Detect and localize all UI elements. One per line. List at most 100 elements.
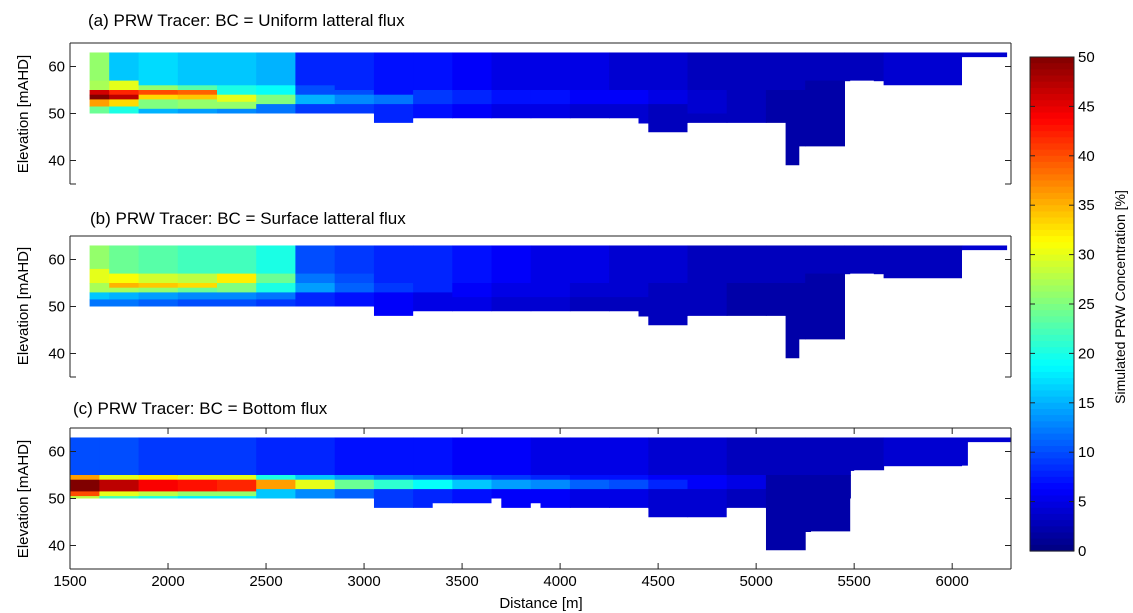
- colorbar-segment: [1030, 297, 1074, 305]
- colorbar-segment: [1030, 458, 1074, 466]
- heatmap-cell: [491, 283, 532, 298]
- heatmap-cell: [70, 491, 100, 497]
- heatmap-cell: [256, 283, 296, 293]
- colorbar-segment: [1030, 538, 1074, 546]
- heatmap-cell: [295, 245, 336, 275]
- heatmap-cell: [609, 104, 649, 124]
- colorbar-label: Simulated PRW Concentration [%]: [1112, 190, 1128, 404]
- colorbar-tick-label: 5: [1078, 494, 1086, 511]
- heatmap-cell: [177, 52, 218, 86]
- heatmap-cell: [109, 99, 140, 107]
- heatmap-cell: [648, 104, 689, 133]
- heatmap-cell: [89, 90, 110, 96]
- heatmap-cell: [413, 479, 453, 490]
- heatmap-cell: [413, 245, 453, 284]
- heatmap-cell: [138, 299, 179, 308]
- heatmap-cell: [109, 292, 140, 301]
- x-tick-label: 3500: [445, 573, 478, 590]
- heatmap-cell: [138, 475, 179, 481]
- heatmap-cell: [295, 437, 336, 476]
- heatmap-cell: [530, 489, 571, 509]
- heatmap-cell: [609, 479, 649, 490]
- heatmap-cell: [334, 479, 375, 490]
- heatmap-cell: [99, 496, 140, 500]
- y-tick-label: 60: [48, 444, 65, 461]
- heatmap-cell: [334, 273, 375, 284]
- colorbar-segment: [1030, 87, 1074, 95]
- heatmap-cell: [217, 94, 257, 103]
- heatmap-cell: [177, 491, 218, 497]
- heatmap-cell: [883, 437, 969, 467]
- heatmap-cell: [295, 85, 336, 96]
- heatmap-cell: [177, 287, 218, 293]
- heatmap-cell: [89, 80, 110, 91]
- panel-b: 40 50 60: [48, 235, 1012, 378]
- heatmap-cell: [217, 496, 257, 500]
- heatmap-cell: [413, 283, 453, 293]
- heatmap-cell: [217, 292, 257, 301]
- heatmap-cell: [138, 437, 179, 476]
- heatmap-cell: [569, 475, 610, 481]
- heatmap-cell: [648, 437, 689, 476]
- colorbar-segment: [1030, 304, 1074, 311]
- colorbar-segment: [1030, 483, 1074, 490]
- heatmap-cell: [373, 94, 414, 105]
- heatmap-cell: [491, 245, 532, 284]
- heatmap-cell: [609, 475, 649, 481]
- colorbar-segment: [1030, 328, 1074, 336]
- heatmap-cell: [256, 273, 296, 284]
- heatmap-cell: [491, 104, 532, 124]
- heatmap-cell: [726, 437, 767, 476]
- x-tick-label: 5500: [837, 573, 870, 590]
- heatmap-cell: [109, 245, 140, 275]
- heatmap-cell: [648, 245, 689, 284]
- x-tick-label: 2000: [151, 573, 184, 590]
- colorbar-segment: [1030, 69, 1074, 77]
- colorbar-segment: [1030, 285, 1074, 293]
- heatmap-cell: [217, 108, 257, 115]
- heatmap-cell: [569, 245, 610, 284]
- heatmap-cell: [177, 299, 218, 308]
- heatmap-cell: [805, 52, 845, 82]
- heatmap-cell: [70, 479, 100, 492]
- heatmap-cell: [765, 90, 806, 166]
- colorbar-segment: [1030, 112, 1074, 120]
- colorbar-segment: [1030, 100, 1074, 107]
- heatmap-cell: [530, 90, 571, 105]
- heatmap-cell: [177, 90, 218, 96]
- colorbar-segment: [1030, 501, 1074, 509]
- heatmap-cell: [962, 52, 1008, 58]
- heatmap-cell: [177, 85, 218, 91]
- heatmap-cell: [295, 479, 336, 490]
- heatmap-cell: [177, 479, 218, 492]
- colorbar-segment: [1030, 155, 1074, 163]
- colorbar-segment: [1030, 242, 1074, 250]
- colorbar-segment: [1030, 254, 1074, 262]
- heatmap-cell: [765, 245, 806, 284]
- heatmap-cell: [726, 245, 767, 284]
- heatmap-cell: [217, 52, 257, 86]
- heatmap-cell: [70, 496, 100, 500]
- heatmap-cell: [805, 80, 845, 147]
- heatmap-cell: [109, 299, 140, 308]
- heatmap-cell: [609, 52, 649, 91]
- x-axis-label: Distance [m]: [499, 595, 582, 612]
- heatmap-cell: [177, 273, 218, 284]
- heatmap-cell: [334, 489, 375, 500]
- heatmap-cell: [89, 245, 110, 270]
- colorbar-tick-label: 15: [1078, 395, 1095, 412]
- panel-c-ylabel: Elevation [mAHD]: [15, 440, 32, 558]
- heatmap-cell: [138, 90, 179, 96]
- colorbar-segment: [1030, 341, 1074, 348]
- heatmap-cell: [530, 479, 571, 490]
- heatmap-cell: [256, 299, 296, 308]
- heatmap-cell: [217, 299, 257, 308]
- heatmap-cell: [70, 437, 100, 476]
- heatmap-cell: [217, 283, 257, 293]
- heatmap-cell: [109, 106, 140, 115]
- heatmap-cell: [217, 85, 257, 96]
- panel-b-ylabel: Elevation [mAHD]: [15, 247, 32, 365]
- panel-a-ylabel: Elevation [mAHD]: [15, 55, 32, 173]
